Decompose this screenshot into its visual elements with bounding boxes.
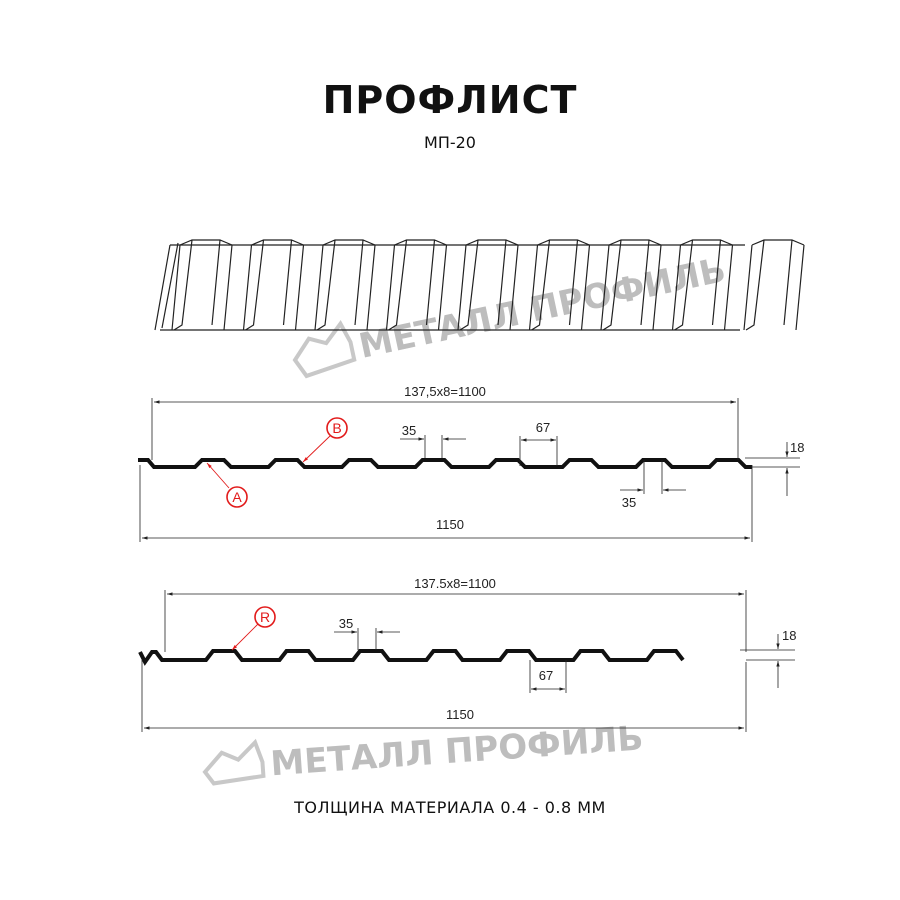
page-title: ПРОФЛИСТ <box>322 78 578 122</box>
dimension-label-width: 1150 <box>446 707 474 722</box>
marker-b <box>326 417 348 439</box>
dimension-label-top-width: 35 <box>339 616 353 631</box>
material-thickness: ТОЛЩИНА МАТЕРИАЛА 0.4 - 0.8 ММ <box>294 798 606 817</box>
profile-r-shape <box>138 649 685 666</box>
sheet-3d-view <box>154 239 805 331</box>
profile-a-shape <box>138 458 752 469</box>
profile-r: 137.5x8=1100 1150 35 67 18 R <box>138 576 796 732</box>
marker-r-label: R <box>260 609 270 625</box>
dimension-label-rib: 67 <box>539 668 553 683</box>
dimension-label-height: 18 <box>782 628 796 643</box>
dimension-label-bottom-width: 35 <box>622 495 636 510</box>
dimension-label-pitch: 137,5x8=1100 <box>404 384 486 399</box>
page-subtitle: МП-20 <box>424 133 476 152</box>
dimension-label-top-width: 35 <box>402 423 416 438</box>
marker-r <box>254 606 276 628</box>
dimension-label-width: 1150 <box>436 517 464 532</box>
watermark-2: МЕТАЛЛ ПРОФИЛЬ <box>202 718 645 786</box>
dimension-label-rib: 67 <box>536 420 550 435</box>
dimension-label-pitch: 137.5x8=1100 <box>414 576 496 591</box>
dimension-label-height: 18 <box>790 440 804 455</box>
marker-a-label: A <box>232 489 242 505</box>
watermark-1: МЕТАЛЛ ПРОФИЛЬ <box>292 250 730 379</box>
watermark-text: МЕТАЛЛ ПРОФИЛЬ <box>356 250 730 367</box>
marker-b-label: B <box>332 420 341 436</box>
profile-a: 137,5x8=1100 1150 35 67 35 18 A B <box>138 384 804 542</box>
marker-a <box>226 486 248 508</box>
